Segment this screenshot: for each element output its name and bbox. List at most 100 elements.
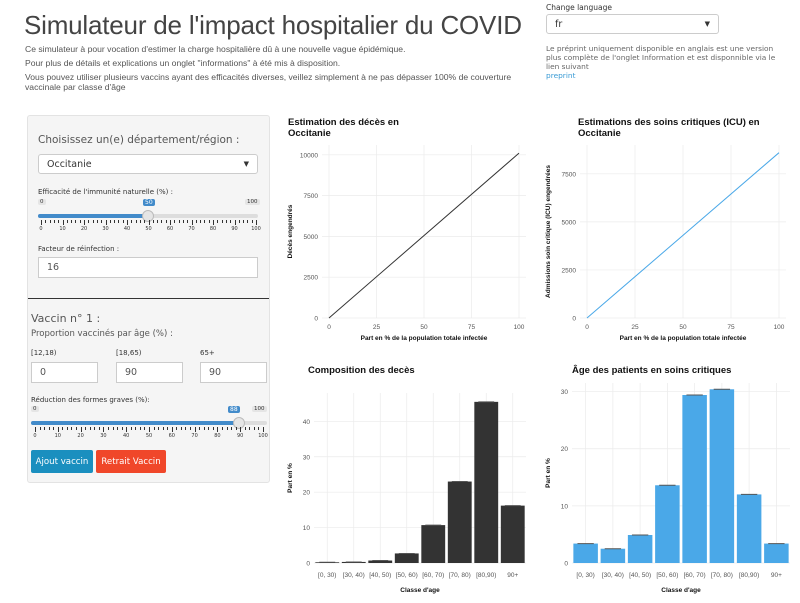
y-tick-label: 40 <box>303 419 311 426</box>
slider-tick <box>217 427 219 432</box>
language-value: fr <box>555 18 563 30</box>
preprint-link[interactable]: preprint <box>546 71 576 80</box>
slider-tick <box>117 427 119 430</box>
age-input-18-65[interactable]: 90 <box>116 362 183 383</box>
age-input-65-plus[interactable]: 90 <box>200 362 267 383</box>
slider-tick <box>217 220 219 223</box>
slider-tick <box>53 427 55 430</box>
reduction-slider[interactable] <box>31 417 267 429</box>
slider-tick <box>152 220 154 223</box>
slider-tick <box>44 427 46 430</box>
slider-tick <box>234 220 236 225</box>
y-tick-label: 7500 <box>562 171 577 178</box>
region-value: Occitanie <box>47 158 92 170</box>
slider-tick <box>247 220 249 223</box>
slider-tick-label: 40 <box>123 433 130 439</box>
slider-tick-label: 60 <box>166 226 174 232</box>
slider-tick <box>76 427 78 430</box>
slider-tick <box>178 220 180 223</box>
slider-tick <box>176 427 178 430</box>
bar <box>627 535 653 563</box>
bar <box>655 485 680 563</box>
slider-tick <box>109 220 111 223</box>
y-tick-label: 20 <box>303 490 311 497</box>
immunity-slider-fill <box>38 214 148 218</box>
slider-tick-label: 90 <box>237 433 244 439</box>
y-tick-label: 10000 <box>300 152 318 159</box>
remove-vaccine-button[interactable]: Retrait Vaccin <box>96 450 166 473</box>
proportion-label: Proportion vaccinés par âge (%) : <box>31 329 173 339</box>
language-select[interactable]: fr ▼ <box>546 14 719 34</box>
reduction-slider-fill <box>31 421 239 425</box>
slider-tick <box>153 427 155 430</box>
slider-tick-label: 60 <box>168 433 175 439</box>
reduction-value-bubble: 88 <box>228 406 240 413</box>
slider-tick <box>157 220 159 223</box>
slider-tick <box>167 427 169 430</box>
immunity-min: 0 <box>38 199 46 205</box>
slider-tick-label: 30 <box>100 433 107 439</box>
y-axis-label: Part en % <box>545 458 552 488</box>
slider-tick <box>235 427 237 430</box>
slider-tick <box>203 427 205 430</box>
slider-tick <box>144 220 146 223</box>
slider-tick <box>80 427 82 432</box>
reinfection-input[interactable]: 16 <box>38 257 258 278</box>
preprint-note: Le préprint uniquement disponible en ang… <box>546 44 786 80</box>
slider-tick <box>238 220 240 223</box>
slider-tick <box>84 220 85 225</box>
series-line <box>586 152 780 319</box>
x-tick-label: 75 <box>468 324 476 331</box>
slider-tick <box>121 427 123 430</box>
bar <box>764 543 789 563</box>
slider-tick <box>139 220 141 223</box>
slider-tick <box>144 427 146 430</box>
divider <box>28 298 269 299</box>
slider-tick <box>103 427 105 432</box>
y-tick-label: 10 <box>303 525 311 532</box>
slider-tick-label: 80 <box>209 226 217 232</box>
region-select[interactable]: Occitanie ▼ <box>38 154 258 174</box>
immunity-label: Efficacité de l'immunité naturelle (%) : <box>38 188 173 196</box>
y-axis-label: Admissions soin critique (ICU) engendrée… <box>545 165 552 298</box>
bar <box>573 543 598 563</box>
reduction-slider-handle[interactable] <box>232 417 245 429</box>
vaccine-title: Vaccin n° 1 : <box>31 312 101 325</box>
x-tick-label: [80,90) <box>476 572 496 579</box>
age-input-12-18[interactable]: 0 <box>31 362 98 383</box>
slider-tick <box>118 220 120 223</box>
y-axis-label: Décès engendrés <box>287 204 294 258</box>
slider-tick <box>96 220 98 223</box>
y-tick-label: 0 <box>572 316 576 323</box>
y-tick-label: 30 <box>303 454 311 461</box>
x-tick-label: [0, 30) <box>576 572 594 579</box>
slider-tick <box>263 427 264 432</box>
slider-tick <box>75 220 77 223</box>
bar <box>736 494 762 563</box>
slider-tick <box>94 427 96 430</box>
x-tick-label: 100 <box>514 324 525 331</box>
slider-tick-label: 20 <box>80 226 88 232</box>
x-tick-label: 0 <box>327 324 331 331</box>
slider-tick <box>130 427 132 430</box>
slider-tick-label: 30 <box>102 226 109 232</box>
x-tick-label: 90+ <box>507 572 518 579</box>
reduction-ticks: 0 10 20 30 40 50 60 70 80 90 100 <box>33 427 268 439</box>
chart-title: Estimation des décès en <box>288 117 399 128</box>
sidebar-panel: Choisissez un(e) département/région : Oc… <box>27 115 270 483</box>
slider-tick <box>174 220 176 223</box>
x-tick-label: [40, 50) <box>369 572 391 579</box>
immunity-slider-handle[interactable] <box>142 210 154 222</box>
x-tick-label: 100 <box>774 324 785 331</box>
slider-tick <box>221 220 223 223</box>
immunity-slider[interactable] <box>38 210 258 222</box>
slider-tick <box>107 427 109 430</box>
y-tick-label: 0 <box>306 561 310 568</box>
slider-tick <box>149 427 150 432</box>
slider-tick <box>208 220 210 223</box>
add-vaccine-button[interactable]: Ajout vaccin <box>31 450 93 473</box>
slider-tick <box>66 220 68 223</box>
y-tick-label: 0 <box>564 561 568 568</box>
slider-tick <box>258 427 260 430</box>
slider-tick <box>62 427 64 430</box>
